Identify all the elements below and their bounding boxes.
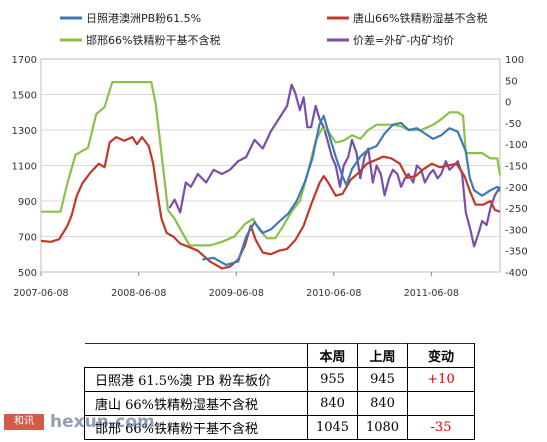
- right-tick-label: 0: [505, 98, 511, 109]
- row-this-week: 955: [307, 367, 358, 392]
- row-this-week: 1045: [307, 415, 358, 440]
- left-tick-label: 900: [18, 197, 37, 208]
- left-axis-ticks: 500 700 900 1100 1300 1500 1700: [12, 55, 37, 279]
- row-last-week: 840: [357, 391, 408, 416]
- hexun-logo: 和讯: [4, 414, 44, 430]
- right-tick-label: -300: [505, 225, 528, 236]
- left-tick-label: 1500: [12, 91, 37, 102]
- series-line: [202, 114, 501, 266]
- table-header-row: 本周 上周 变动: [84, 343, 475, 368]
- right-tick-label: -350: [505, 247, 528, 258]
- row-name: 唐山 66%铁精粉湿基不含税: [84, 391, 308, 416]
- right-tick-label: -250: [505, 204, 528, 215]
- header-last-week: 上周: [357, 343, 408, 368]
- legend-entry: 唐山66%铁精粉湿基不含税: [353, 11, 487, 25]
- row-change: -35: [407, 415, 475, 440]
- left-tick-label: 1700: [12, 55, 37, 66]
- left-tick-label: 1300: [12, 126, 37, 137]
- right-tick-label: -100: [505, 140, 528, 151]
- table-row: 日照港 61.5%澳 PB 粉车板价 955 945 +10: [84, 367, 475, 392]
- header-change: 变动: [407, 343, 475, 368]
- series-line: [40, 136, 501, 270]
- left-tick-label: 1100: [12, 162, 37, 173]
- left-tick-label: 500: [18, 268, 37, 279]
- legend-entry: 日照港澳洲PB粉61.5%: [86, 12, 201, 25]
- hexun-watermark: hexun.com: [50, 412, 155, 432]
- series-line: [168, 83, 501, 248]
- row-this-week: 840: [307, 391, 358, 416]
- right-tick-label: -150: [505, 162, 528, 173]
- right-tick-label: -50: [505, 119, 521, 130]
- legend-entry: 邯邢66%铁精粉干基不含税: [86, 33, 220, 47]
- x-tick-label: 2010-06-08: [306, 288, 361, 299]
- table-row: 唐山 66%铁精粉湿基不含税 840 840: [84, 391, 475, 416]
- row-last-week: 1080: [357, 415, 408, 440]
- right-tick-label: -400: [505, 268, 528, 279]
- weekly-price-table: 本周 上周 变动 日照港 61.5%澳 PB 粉车板价 955 945 +10 …: [84, 343, 475, 440]
- x-tick-label: 2007-06-08: [13, 288, 68, 299]
- row-change: [407, 391, 475, 416]
- row-name: 邯邢 66%铁精粉干基不含税: [84, 415, 308, 440]
- x-axis-ticks: 2007-06-08 2008-06-08 2009-06-08 2010-06-08…: [13, 272, 459, 299]
- legend-entry: 价差=外矿-内矿均价: [353, 33, 454, 47]
- x-tick-label: 2011-06-08: [404, 288, 459, 299]
- row-name: 日照港 61.5%澳 PB 粉车板价: [84, 367, 308, 392]
- right-tick-label: 50: [505, 76, 518, 87]
- header-this-week: 本周: [307, 343, 358, 368]
- right-axis-ticks: 100 50 0 -50 -100 -150 -200 -250 -300 -350 -400: [505, 55, 528, 279]
- x-tick-label: 2008-06-08: [111, 288, 166, 299]
- table-row: 邯邢 66%铁精粉干基不含税 1045 1080 -35: [84, 415, 475, 440]
- left-tick-label: 700: [18, 233, 37, 244]
- row-change: +10: [407, 367, 475, 392]
- row-last-week: 945: [357, 367, 408, 392]
- right-tick-label: -200: [505, 183, 528, 194]
- right-tick-label: 100: [505, 55, 524, 66]
- table-corner: [84, 343, 308, 368]
- series-layer: [40, 80, 502, 270]
- x-tick-label: 2009-06-08: [209, 288, 264, 299]
- series-line: [41, 80, 502, 247]
